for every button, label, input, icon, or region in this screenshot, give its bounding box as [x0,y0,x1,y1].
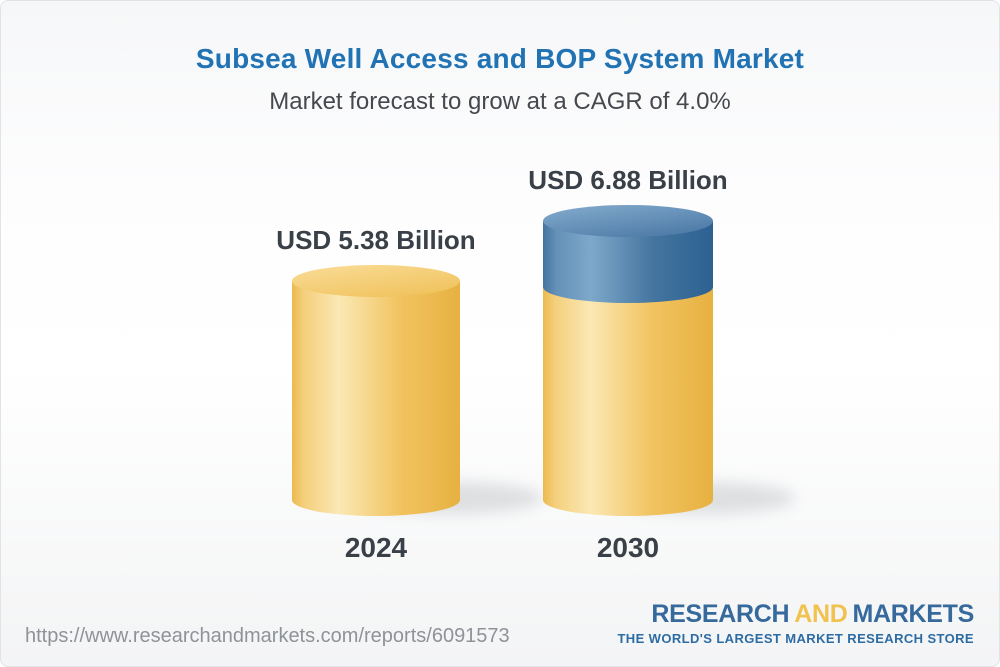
logo-word-markets: MARKETS [852,600,974,628]
logo-tagline: THE WORLD'S LARGEST MARKET RESEARCH STOR… [617,631,974,646]
chart-subtitle: Market forecast to grow at a CAGR of 4.0… [269,88,731,115]
research-and-markets-logo: RESEARCH AND MARKETS THE WORLD'S LARGEST M… [617,602,974,646]
bar-2030-category-label: 2030 [596,532,660,563]
bar-2030-growth-segment [543,221,713,303]
bar-2030-value-label: USD 6.88 Billion [528,165,728,195]
bar-2024-category-label: 2024 [344,532,408,563]
bar-2024-value-label: USD 5.38 Billion [276,225,476,255]
logo-wordmark: RESEARCH AND MARKETS [617,602,974,627]
chart-title: Subsea Well Access and BOP System Market [195,43,805,74]
bar-2024-top-face [292,265,460,297]
bar-2024-cylinder [292,265,460,516]
logo-word-and: AND [794,600,848,628]
logo-word-research: RESEARCH [651,600,790,628]
bar-2024-base-segment [292,281,460,516]
report-url: https://www.researchandmarkets.com/repor… [25,625,510,647]
bar-2030-base-segment [543,287,713,516]
bar-2030-cylinder [543,205,713,516]
bar-2030-top-face [543,205,713,237]
